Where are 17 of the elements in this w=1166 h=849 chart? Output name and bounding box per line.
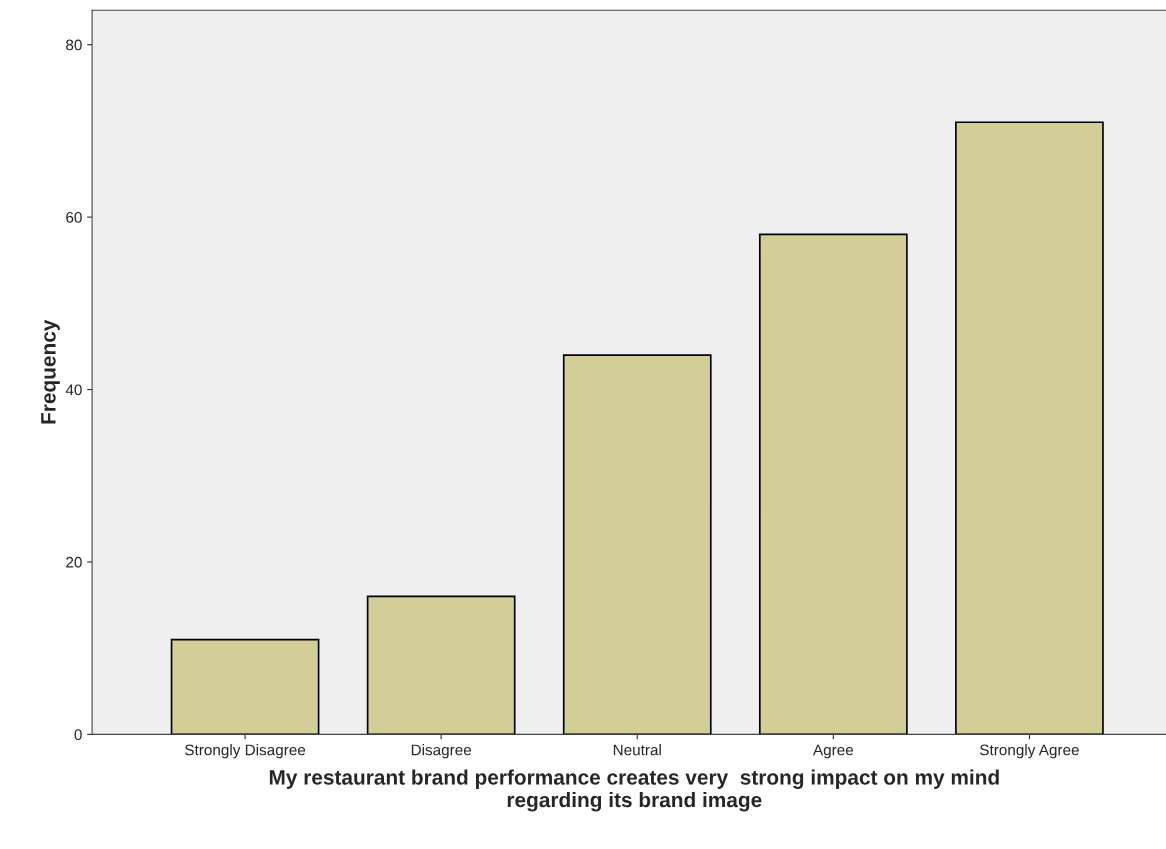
x-tick-label: Strongly Disagree [185, 744, 306, 759]
x-tick-label: Disagree [411, 744, 472, 759]
y-tick-label: 80 [66, 39, 82, 51]
bar [758, 233, 908, 735]
y-tick-label: 60 [66, 211, 82, 223]
y-tick-label: 0 [74, 729, 82, 741]
x-tick-label: Strongly Agree [980, 744, 1079, 759]
bar [170, 638, 320, 735]
y-axis-title: Frequency [41, 319, 60, 424]
x-tick-label: Neutral [613, 744, 661, 756]
x-tick-label: Agree [812, 744, 854, 759]
bar [366, 595, 516, 735]
y-tick-label: 40 [65, 384, 82, 396]
y-tick-label: 20 [66, 556, 82, 568]
bar [562, 354, 712, 735]
x-axis-title: My restaurant brand performance creates very strong impact on my mind regarding its brand image [269, 769, 999, 812]
bar [955, 121, 1104, 735]
